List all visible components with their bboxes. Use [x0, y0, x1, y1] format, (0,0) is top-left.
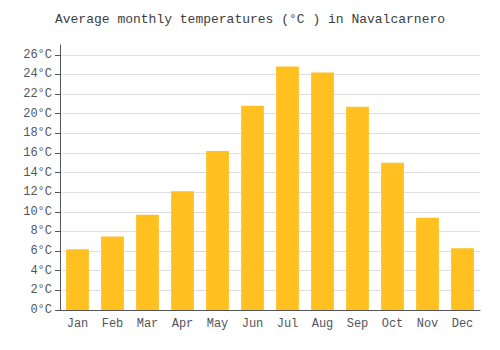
svg-text:Aug: Aug [312, 317, 334, 331]
svg-text:8°C: 8°C [30, 224, 52, 238]
svg-text:26°C: 26°C [23, 48, 52, 62]
svg-text:Average monthly temperatures (: Average monthly temperatures (°C ) in Na… [55, 12, 445, 27]
svg-text:22°C: 22°C [23, 87, 52, 101]
svg-text:10°C: 10°C [23, 205, 52, 219]
svg-text:14°C: 14°C [23, 166, 52, 180]
svg-text:Oct: Oct [382, 317, 404, 331]
svg-text:Nov: Nov [417, 317, 439, 331]
svg-text:6°C: 6°C [30, 244, 52, 258]
svg-text:Sep: Sep [347, 317, 369, 331]
svg-text:Jan: Jan [67, 317, 89, 331]
svg-text:May: May [207, 317, 229, 331]
svg-text:4°C: 4°C [30, 264, 52, 278]
svg-text:18°C: 18°C [23, 126, 52, 140]
svg-text:Feb: Feb [102, 317, 124, 331]
svg-text:Mar: Mar [137, 317, 159, 331]
svg-text:2°C: 2°C [30, 283, 52, 297]
svg-text:0°C: 0°C [30, 303, 52, 317]
svg-text:12°C: 12°C [23, 185, 52, 199]
svg-text:16°C: 16°C [23, 146, 52, 160]
svg-text:20°C: 20°C [23, 107, 52, 121]
svg-text:Jun: Jun [242, 317, 264, 331]
svg-text:24°C: 24°C [23, 67, 52, 81]
svg-text:Jul: Jul [277, 317, 299, 331]
svg-text:Dec: Dec [452, 317, 474, 331]
svg-text:Apr: Apr [172, 317, 194, 331]
